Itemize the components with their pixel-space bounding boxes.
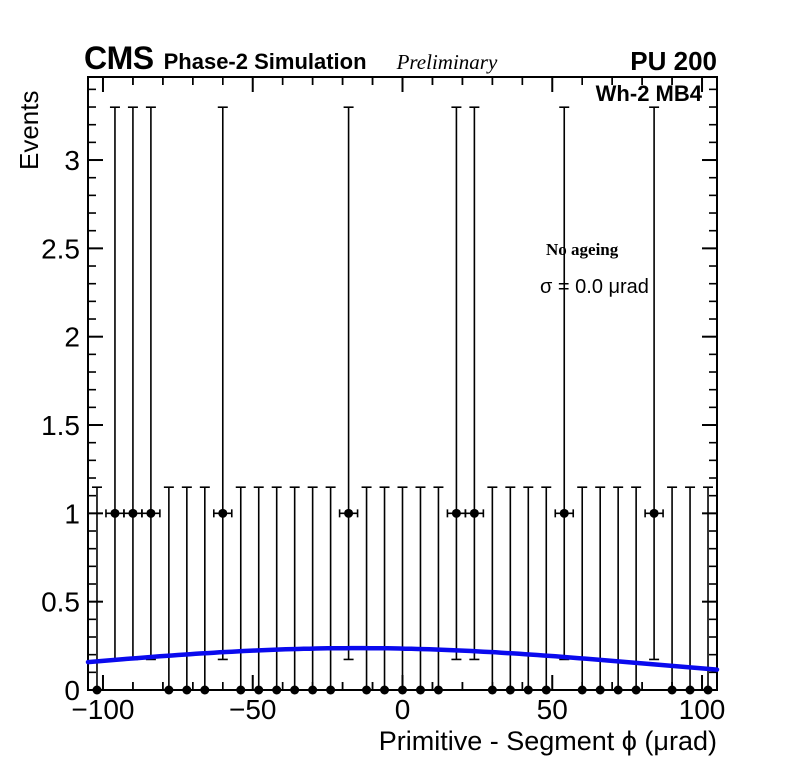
data-marker: [433, 685, 443, 695]
data-marker: [344, 508, 354, 518]
wheel-station-label: Wh-2 MB4: [595, 81, 702, 106]
y-tick-label: 1.5: [41, 410, 80, 441]
data-marker: [290, 685, 300, 695]
preliminary-label: Preliminary: [396, 50, 498, 74]
data-marker: [218, 508, 228, 518]
pileup-label: PU 200: [630, 46, 717, 76]
x-tick-label: −50: [229, 694, 277, 725]
data-marker: [380, 685, 390, 695]
data-marker: [308, 685, 318, 695]
x-axis-title: Primitive - Segment ϕ (μrad): [378, 726, 717, 756]
data-marker: [487, 685, 497, 695]
data-marker: [595, 685, 605, 695]
data-marker: [559, 508, 569, 518]
data-marker: [451, 508, 461, 518]
x-tick-label: 100: [679, 694, 726, 725]
cms-logo: CMS: [84, 40, 154, 76]
data-marker: [128, 508, 138, 518]
data-marker: [272, 685, 282, 695]
ageing-annotation: No ageing: [546, 240, 619, 259]
data-marker: [398, 685, 407, 695]
data-marker: [146, 508, 156, 518]
data-marker: [200, 685, 210, 695]
data-marker: [649, 508, 659, 518]
data-marker: [631, 685, 641, 695]
y-tick-label: 2.5: [41, 233, 80, 264]
y-tick-label: 3: [64, 145, 80, 176]
data-marker: [541, 685, 551, 695]
x-tick-label: 50: [537, 694, 568, 725]
data-marker: [685, 685, 695, 695]
data-marker: [577, 685, 587, 695]
data-marker: [92, 685, 102, 695]
data-marker: [110, 508, 120, 518]
fit-curve: [85, 645, 720, 672]
y-tick-label: 2: [64, 322, 80, 353]
data-marker: [236, 685, 246, 695]
y-tick-label: 0.5: [41, 587, 80, 618]
x-tick-label: 0: [395, 694, 411, 725]
data-marker: [667, 685, 677, 695]
y-tick-label: 0: [64, 675, 80, 706]
data-marker: [164, 685, 174, 695]
data-marker: [613, 685, 623, 695]
y-axis-title: Events: [14, 90, 44, 171]
data-marker: [182, 685, 192, 695]
data-marker: [415, 685, 425, 695]
header: CMS Phase-2 Simulation Preliminary: [84, 40, 497, 77]
data-marker: [254, 685, 264, 695]
sigma-annotation: σ = 0.0 μrad: [540, 276, 649, 298]
y-tick-label: 1: [64, 498, 80, 529]
data-marker: [326, 685, 336, 695]
data-marker: [505, 685, 515, 695]
data-marker: [523, 685, 533, 695]
x-tick-label: −100: [71, 694, 134, 725]
data-marker: [703, 685, 713, 695]
data-marker: [469, 508, 479, 518]
data-marker: [362, 685, 372, 695]
phase2-simulation-label: Phase-2 Simulation: [163, 49, 367, 74]
